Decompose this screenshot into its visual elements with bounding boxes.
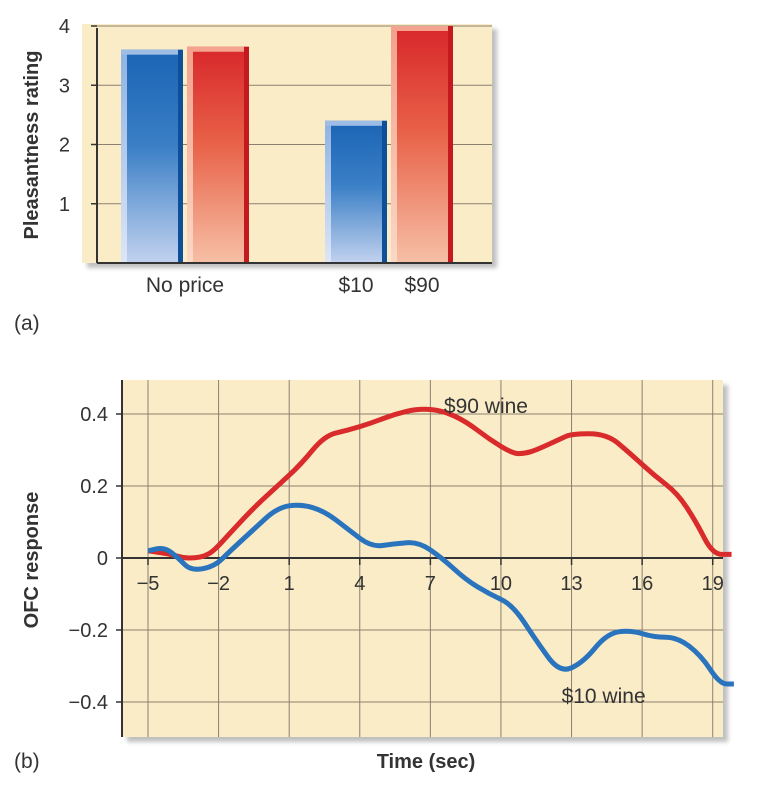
y-tick-label: 1 bbox=[59, 194, 70, 216]
bar-label: $90 bbox=[404, 274, 439, 297]
x-tick-label: 16 bbox=[631, 573, 653, 595]
bar-highlight bbox=[187, 46, 193, 263]
x-tick-label: 19 bbox=[702, 573, 724, 595]
x-tick-label: −5 bbox=[137, 573, 160, 595]
bar-top bbox=[325, 120, 387, 126]
x-tick-labels: −5 −2 1 4 7 10 13 16 19 bbox=[137, 573, 724, 595]
series-line bbox=[147, 502, 734, 687]
bar bbox=[391, 26, 453, 263]
y-tick-labels: 1 2 3 4 bbox=[59, 16, 70, 216]
annotations: $90 wine $10 wine bbox=[444, 395, 646, 708]
x-tick-label: 13 bbox=[560, 573, 582, 595]
axes bbox=[91, 25, 492, 264]
x-tick-label: 1 bbox=[284, 573, 295, 595]
y-tick-label: −0.4 bbox=[69, 692, 108, 714]
bars bbox=[121, 26, 453, 264]
line-chart-panel: −0.4 −0.2 0 0.2 0.4 −5 −2 1 4 7 10 13 16 19 $90 wine… bbox=[14, 380, 734, 773]
y-axis-label: Pleasantness rating bbox=[21, 51, 43, 240]
bar-highlight bbox=[121, 49, 127, 264]
bar-edge bbox=[178, 49, 183, 264]
bar-edge bbox=[382, 120, 387, 263]
bar bbox=[325, 120, 387, 263]
y-tick-label: −0.2 bbox=[69, 620, 108, 642]
group-label: No price bbox=[146, 274, 224, 297]
annotation-label: $90 wine bbox=[444, 395, 528, 418]
bar bbox=[121, 49, 183, 264]
x-tick-label: 4 bbox=[354, 573, 365, 595]
bar bbox=[187, 46, 249, 263]
y-tick-label: 0.4 bbox=[80, 404, 108, 426]
bar-body bbox=[391, 26, 453, 263]
bar-edge bbox=[244, 46, 249, 263]
series-lines bbox=[147, 406, 734, 687]
x-category-labels: No price $10 $90 bbox=[146, 274, 440, 297]
y-tick-label: 0.2 bbox=[80, 476, 108, 498]
bar-body bbox=[121, 49, 183, 264]
x-axis-label: Time (sec) bbox=[377, 751, 476, 773]
x-tick-label: 10 bbox=[490, 573, 512, 595]
y-axis-label: OFC response bbox=[21, 492, 43, 629]
panel-label: (a) bbox=[14, 312, 40, 335]
bar-edge bbox=[448, 26, 453, 263]
y-tick-label: 2 bbox=[59, 135, 70, 157]
series-line bbox=[147, 406, 732, 561]
x-tick-label: −2 bbox=[207, 573, 230, 595]
y-tick-label: 4 bbox=[59, 16, 70, 38]
panel-label: (b) bbox=[14, 750, 40, 773]
y-tick-label: 0 bbox=[97, 548, 108, 570]
annotation-label: $10 wine bbox=[562, 685, 646, 708]
bar-body bbox=[187, 46, 249, 263]
y-tick-label: 3 bbox=[59, 75, 70, 97]
bar-body bbox=[325, 120, 387, 263]
x-tick-label: 7 bbox=[425, 573, 436, 595]
bar-top bbox=[121, 49, 183, 55]
bar-highlight bbox=[325, 120, 331, 263]
bar-top bbox=[391, 26, 453, 31]
y-tick-labels: −0.4 −0.2 0 0.2 0.4 bbox=[69, 404, 108, 714]
bar-label: $10 bbox=[338, 274, 373, 297]
bar-highlight bbox=[391, 26, 397, 263]
bar-top bbox=[187, 46, 249, 52]
